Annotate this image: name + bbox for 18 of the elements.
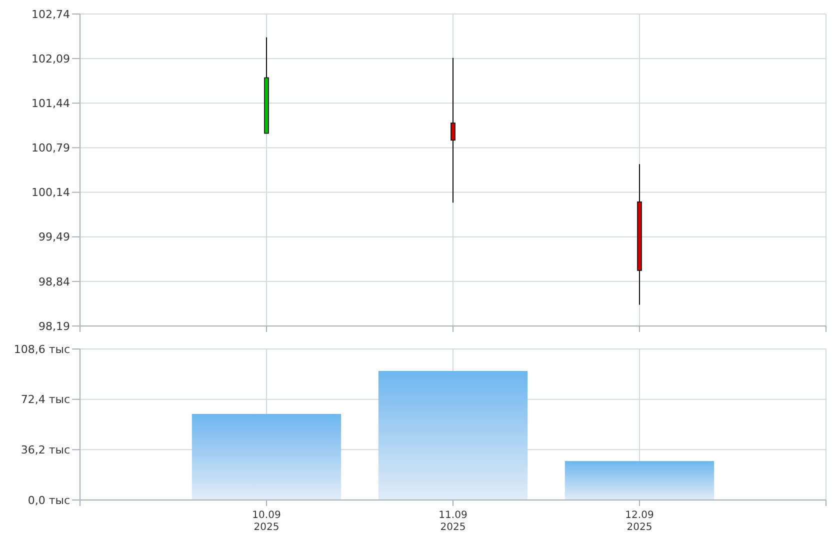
y-tick-label: 72,4 тыс [20, 393, 70, 406]
y-tick-label: 102,74 [32, 8, 70, 21]
y-tick-label: 100,79 [32, 142, 70, 155]
bar [378, 370, 528, 500]
y-tick-label: 0,0 тыс [28, 494, 70, 507]
y-tick-label: 98,19 [38, 320, 70, 333]
y-tick-label: 100,14 [32, 186, 70, 200]
y-tick-label: 101,44 [32, 96, 70, 110]
y-tick-label: 99,49 [38, 230, 70, 244]
x-tick-label: 12.09 2025 [625, 510, 654, 533]
y-tick-label: 36,2 тыс [20, 444, 70, 457]
y-tick-label: 102,09 [32, 52, 70, 66]
x-tick-label: 11.09 2025 [438, 510, 468, 533]
x-tick-label: 10.09 2025 [252, 510, 281, 533]
bar [564, 461, 714, 500]
bar [192, 414, 342, 500]
y-tick-label: 108,6 тыс [14, 342, 70, 356]
y-tick-label: 98,84 [38, 275, 70, 288]
